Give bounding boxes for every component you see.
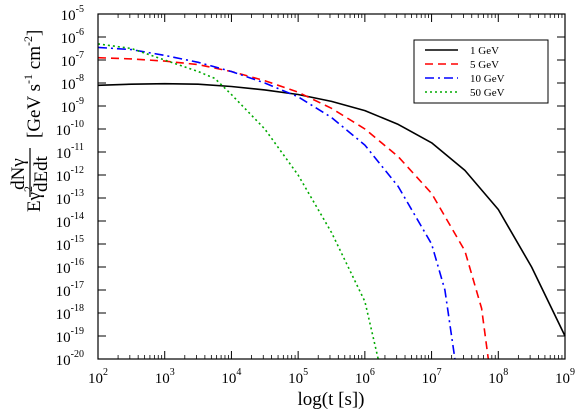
y-label-prefix: Eγ [24, 192, 45, 212]
y-tick-label: 10-16 [56, 257, 84, 277]
y-label-frac-den: dEdt [31, 155, 52, 192]
svg-text:dEdt: dEdt [31, 155, 52, 192]
y-tick-label: 10-7 [61, 50, 84, 70]
x-tick-label: 109 [555, 367, 575, 387]
series-line-1-gev [97, 82, 566, 337]
y-tick-label: 10-13 [56, 188, 84, 208]
x-tick-label: 106 [355, 367, 375, 387]
y-label-units-exp2: -2 [21, 36, 35, 46]
svg-text:[GeV s-1 cm-2]: [GeV s-1 cm-2] [21, 30, 45, 138]
y-tick-label: 10-14 [56, 211, 84, 231]
y-label-power: 2 [21, 186, 35, 192]
y-tick-label: 10-17 [56, 280, 84, 300]
svg-text:dNγ: dNγ [8, 158, 29, 190]
x-tick-label: 107 [422, 367, 442, 387]
x-axis-label: log(t [s]) [297, 389, 364, 410]
y-label-units: [GeV s [24, 84, 45, 138]
y-label-units-close: ] [24, 30, 45, 36]
y-tick-label: 10-19 [56, 326, 84, 346]
legend-label: 50 GeV [470, 87, 505, 99]
y-label-units-exp1: -1 [21, 74, 35, 84]
legend-label: 1 GeV [470, 45, 499, 57]
y-tick-label: 10-12 [56, 165, 84, 185]
y-tick-label: 10-6 [61, 27, 84, 47]
y-axis-label: Eγ2 dNγ dEdt [GeV s-1 cm-2] [8, 30, 52, 212]
x-tick-label: 108 [488, 367, 508, 387]
series-line-5-gev [97, 56, 490, 360]
x-tick-label: 102 [88, 367, 108, 387]
x-tick-label: 105 [288, 367, 308, 387]
series-line-50-gev [97, 43, 379, 360]
y-tick-label: 10-5 [61, 4, 84, 24]
x-tick-label: 104 [221, 367, 241, 387]
y-tick-label: 10-18 [56, 303, 84, 323]
svg-text:Eγ2: Eγ2 [21, 186, 45, 212]
y-tick-label: 10-20 [56, 349, 84, 369]
legend: 1 GeV 5 GeV 10 GeV 50 GeV [413, 39, 549, 104]
y-tick-label: 10-8 [61, 73, 84, 93]
x-axis-ticks: 102 103 104 105 106 107 108 109 [88, 14, 575, 387]
y-label-units-mid: cm [24, 46, 45, 74]
plot-frame [97, 13, 566, 360]
y-tick-label: 10-11 [56, 142, 84, 162]
x-tick-label: 103 [155, 367, 175, 387]
series-lines [97, 43, 566, 360]
legend-label: 5 GeV [470, 59, 499, 71]
y-tick-label: 10-10 [56, 119, 84, 139]
legend-label: 10 GeV [470, 73, 505, 85]
y-tick-label: 10-15 [56, 234, 84, 254]
y-label-frac-num: dNγ [8, 158, 29, 190]
y-tick-label: 10-9 [61, 96, 84, 116]
